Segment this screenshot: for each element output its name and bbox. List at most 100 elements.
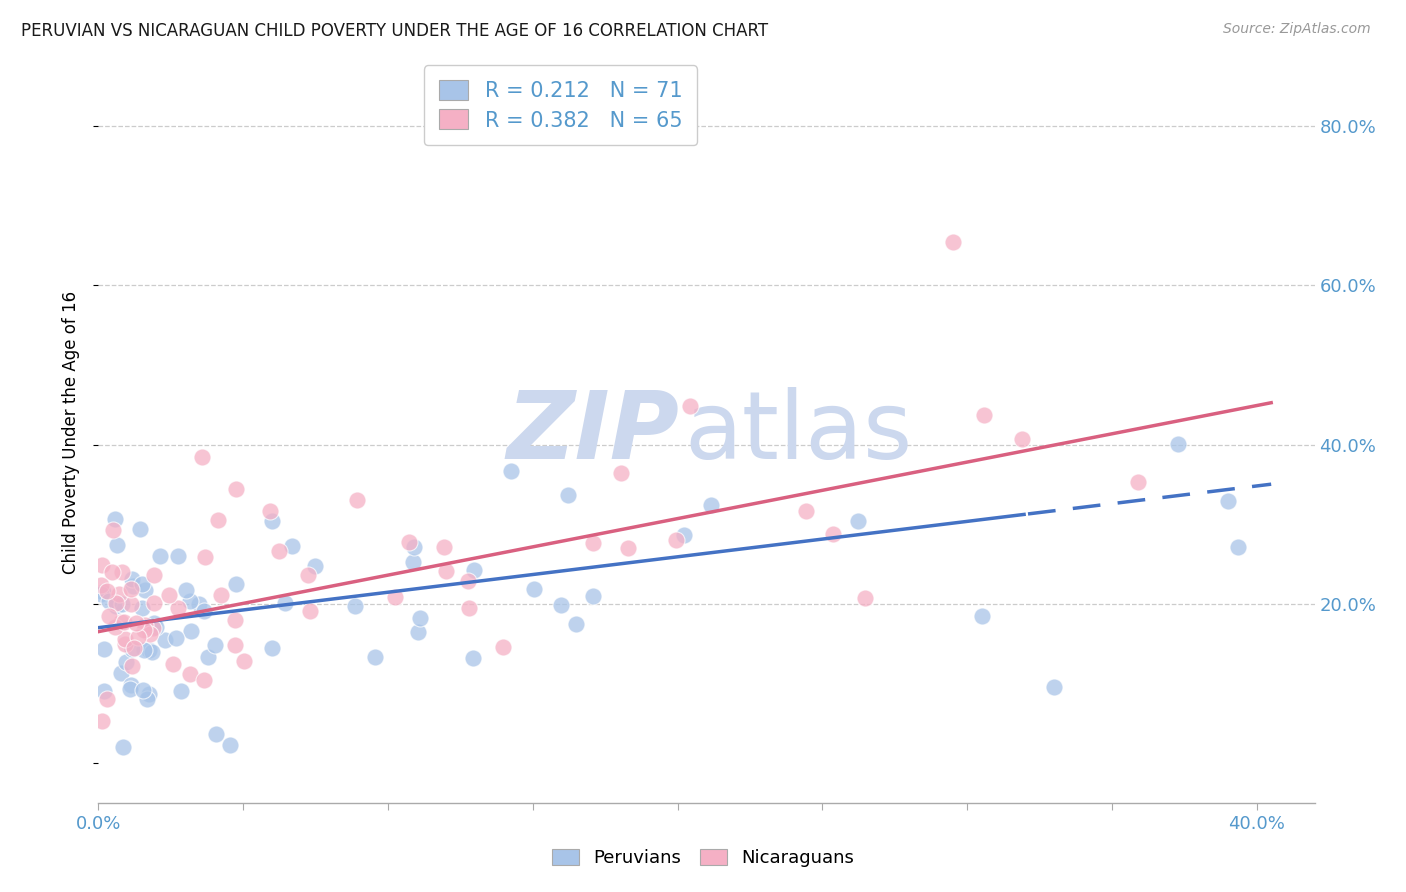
Point <box>398 535 420 549</box>
Text: ZIP: ZIP <box>508 386 679 479</box>
Point <box>401 556 423 570</box>
Point <box>143 616 166 631</box>
Point <box>167 549 190 563</box>
Point <box>121 572 143 586</box>
Point <box>363 649 385 664</box>
Point <box>260 640 283 655</box>
Point <box>93 642 115 657</box>
Point <box>187 597 209 611</box>
Point <box>550 599 572 613</box>
Point <box>129 523 152 537</box>
Point <box>194 550 217 565</box>
Point <box>970 608 993 623</box>
Point <box>112 615 135 629</box>
Legend: Peruvians, Nicaraguans: Peruvians, Nicaraguans <box>546 841 860 874</box>
Point <box>384 590 406 604</box>
Point <box>134 583 156 598</box>
Point <box>1128 475 1150 489</box>
Point <box>973 408 995 422</box>
Point <box>193 604 215 618</box>
Point <box>298 604 321 618</box>
Point <box>224 614 246 628</box>
Point <box>262 514 284 528</box>
Point <box>205 727 228 741</box>
Point <box>104 596 127 610</box>
Point <box>679 399 702 413</box>
Y-axis label: Child Poverty Under the Age of 16: Child Poverty Under the Age of 16 <box>62 291 80 574</box>
Point <box>165 631 187 645</box>
Point <box>132 623 155 637</box>
Point <box>672 528 695 542</box>
Point <box>138 687 160 701</box>
Point <box>458 601 481 615</box>
Point <box>197 649 219 664</box>
Point <box>794 504 817 518</box>
Point <box>136 692 159 706</box>
Point <box>127 630 149 644</box>
Point <box>105 538 128 552</box>
Point <box>273 596 295 610</box>
Point <box>104 599 127 613</box>
Point <box>162 657 184 671</box>
Point <box>132 683 155 698</box>
Point <box>138 643 160 657</box>
Point <box>110 615 132 630</box>
Point <box>131 576 153 591</box>
Point <box>219 738 242 752</box>
Point <box>120 678 142 692</box>
Point <box>93 684 115 698</box>
Point <box>269 544 291 558</box>
Point <box>120 597 142 611</box>
Point <box>846 514 869 528</box>
Point <box>166 601 188 615</box>
Point <box>1167 437 1189 451</box>
Point <box>157 588 180 602</box>
Point <box>143 596 166 610</box>
Point <box>97 594 120 608</box>
Point <box>111 597 134 611</box>
Point <box>170 684 193 698</box>
Point <box>207 513 229 527</box>
Point <box>91 558 114 572</box>
Point <box>121 658 143 673</box>
Point <box>225 576 247 591</box>
Point <box>104 512 127 526</box>
Point <box>523 582 546 596</box>
Point <box>90 714 112 728</box>
Point <box>211 589 233 603</box>
Point <box>1216 494 1239 508</box>
Point <box>557 487 579 501</box>
Point <box>122 640 145 655</box>
Point <box>457 574 479 588</box>
Point <box>564 616 586 631</box>
Point <box>665 533 688 548</box>
Point <box>96 691 118 706</box>
Point <box>204 638 226 652</box>
Point <box>224 638 246 652</box>
Point <box>463 562 485 576</box>
Text: PERUVIAN VS NICARAGUAN CHILD POVERTY UNDER THE AGE OF 16 CORRELATION CHART: PERUVIAN VS NICARAGUAN CHILD POVERTY UND… <box>21 22 768 40</box>
Point <box>143 567 166 582</box>
Point <box>406 624 429 639</box>
Point <box>108 587 131 601</box>
Point <box>131 601 153 615</box>
Point <box>132 643 155 657</box>
Legend: R = 0.212   N = 71, R = 0.382   N = 65: R = 0.212 N = 71, R = 0.382 N = 65 <box>425 65 697 145</box>
Point <box>121 642 143 657</box>
Point <box>179 594 201 608</box>
Point <box>610 466 633 480</box>
Point <box>179 667 201 681</box>
Point <box>304 559 326 574</box>
Point <box>434 565 457 579</box>
Point <box>90 586 112 600</box>
Point <box>174 583 197 598</box>
Point <box>344 599 367 614</box>
Point <box>942 235 965 249</box>
Point <box>118 682 141 697</box>
Point <box>111 740 134 755</box>
Point <box>402 540 425 554</box>
Point <box>122 579 145 593</box>
Point <box>225 482 247 496</box>
Point <box>114 655 136 669</box>
Point <box>139 627 162 641</box>
